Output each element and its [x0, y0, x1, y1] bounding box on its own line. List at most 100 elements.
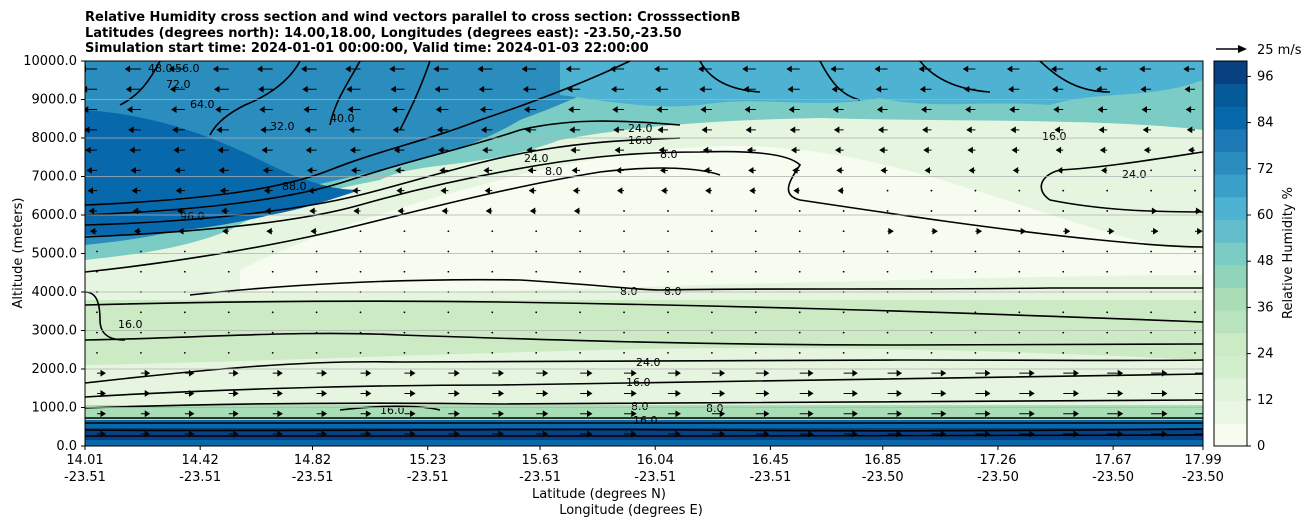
wind-vector [699, 85, 712, 93]
contour-line [85, 291, 126, 341]
wind-vector [315, 270, 318, 273]
wind-vector [1142, 126, 1152, 134]
x-tick-label-lon: -23.51 [519, 470, 561, 485]
wind-vector [310, 227, 317, 235]
wind-vector [1195, 433, 1203, 435]
wind-vector [391, 106, 405, 113]
contour-label: 72.0 [166, 78, 191, 91]
wind-vector [975, 227, 983, 235]
wind-vector [315, 331, 318, 334]
wind-vector [1063, 390, 1079, 397]
wind-vector [656, 106, 668, 113]
wind-vector [614, 146, 625, 154]
wind-vector [974, 189, 977, 192]
wind-vector [799, 369, 814, 377]
wind-vector [792, 166, 800, 174]
wind-vector [837, 187, 844, 195]
wind-vector [615, 166, 625, 174]
colorbar-band [1214, 128, 1247, 153]
wind-vector [404, 430, 416, 438]
wind-vector [886, 189, 889, 192]
wind-vector [140, 250, 142, 253]
wind-vector [975, 369, 991, 377]
wind-vector [880, 166, 888, 174]
wind-vector [346, 85, 361, 93]
x-tick-label-lon: -23.51 [749, 470, 791, 485]
contour-label: 16.0 [380, 404, 405, 417]
wind-vector [1019, 227, 1027, 235]
wind-vector [746, 146, 756, 154]
wind-vector [1150, 189, 1152, 192]
wind-vector [930, 210, 933, 212]
wind-vector [1185, 106, 1195, 113]
wind-vector [1151, 207, 1158, 215]
x-axis-label-latitude: Latitude (degrees N) [532, 487, 666, 502]
contour-label: 16.0 [633, 414, 658, 427]
wind-vector [1097, 106, 1108, 113]
wind-vector [308, 187, 317, 195]
wind-vector [212, 65, 229, 73]
contour-label: 8.0 [706, 402, 724, 415]
wind-vector [754, 230, 757, 233]
wind-vector [580, 369, 593, 377]
wind-vector [924, 166, 932, 174]
wind-vector [1151, 369, 1168, 377]
wind-vector [975, 410, 991, 418]
wind-vector [525, 126, 537, 134]
wind-vector [1194, 250, 1196, 253]
wind-vector [611, 85, 625, 93]
x-tick-label-lon: -23.50 [1182, 470, 1224, 485]
wind-vector [396, 187, 405, 195]
colorbar-label: Relative Humidity % [1281, 187, 1296, 319]
wind-vector [483, 166, 493, 174]
wind-vector [482, 146, 493, 154]
wind-vector [922, 126, 932, 134]
wind-vector [447, 311, 450, 314]
contour-line [85, 359, 1203, 384]
wind-vector [755, 410, 770, 418]
y-tick-label: 9000.0 [32, 93, 78, 108]
wind-vector [128, 126, 141, 134]
x-tick-label-lat: 14.01 [66, 453, 103, 468]
wind-vector [842, 250, 845, 253]
wind-vector [345, 65, 361, 73]
wind-vector [536, 390, 549, 397]
wind-vector [710, 230, 713, 233]
wind-vector [1019, 369, 1035, 377]
wind-vector [184, 410, 195, 418]
wind-vector [438, 146, 449, 154]
wind-vector [175, 187, 185, 195]
colorbar-bands [1214, 61, 1247, 447]
wind-vector [754, 210, 757, 212]
wind-vector [667, 210, 669, 212]
wind-vector [1139, 65, 1152, 73]
colorbar-band [1214, 310, 1247, 334]
wind-vector [302, 85, 317, 93]
wind-vector [1018, 250, 1021, 253]
contour-line [399, 61, 431, 131]
colorbar-tick-label: 60 [1257, 208, 1274, 223]
wind-vector [266, 227, 273, 235]
wind-vector [88, 207, 97, 215]
colorbar-band [1214, 151, 1247, 175]
wind-vector [228, 430, 239, 438]
wind-vector [711, 390, 726, 397]
wind-vector [222, 227, 229, 235]
wind-vector [183, 351, 186, 354]
wind-vector [1018, 210, 1021, 212]
wind-vector [393, 146, 405, 154]
wind-vector [131, 187, 141, 195]
y-tick-label: 4000.0 [32, 285, 78, 300]
wind-vector [404, 390, 416, 397]
wind-vector [830, 65, 844, 73]
wind-vector [359, 351, 362, 354]
contour-label: 8.0 [631, 400, 649, 413]
colorbar-band [1214, 174, 1247, 198]
wind-vector [748, 166, 756, 174]
wind-vector [227, 331, 230, 334]
wind-vector [1056, 166, 1064, 174]
wind-vector [624, 390, 637, 397]
wind-vector [351, 166, 361, 174]
field-dry-core [240, 146, 1203, 293]
contour-line [209, 61, 301, 136]
